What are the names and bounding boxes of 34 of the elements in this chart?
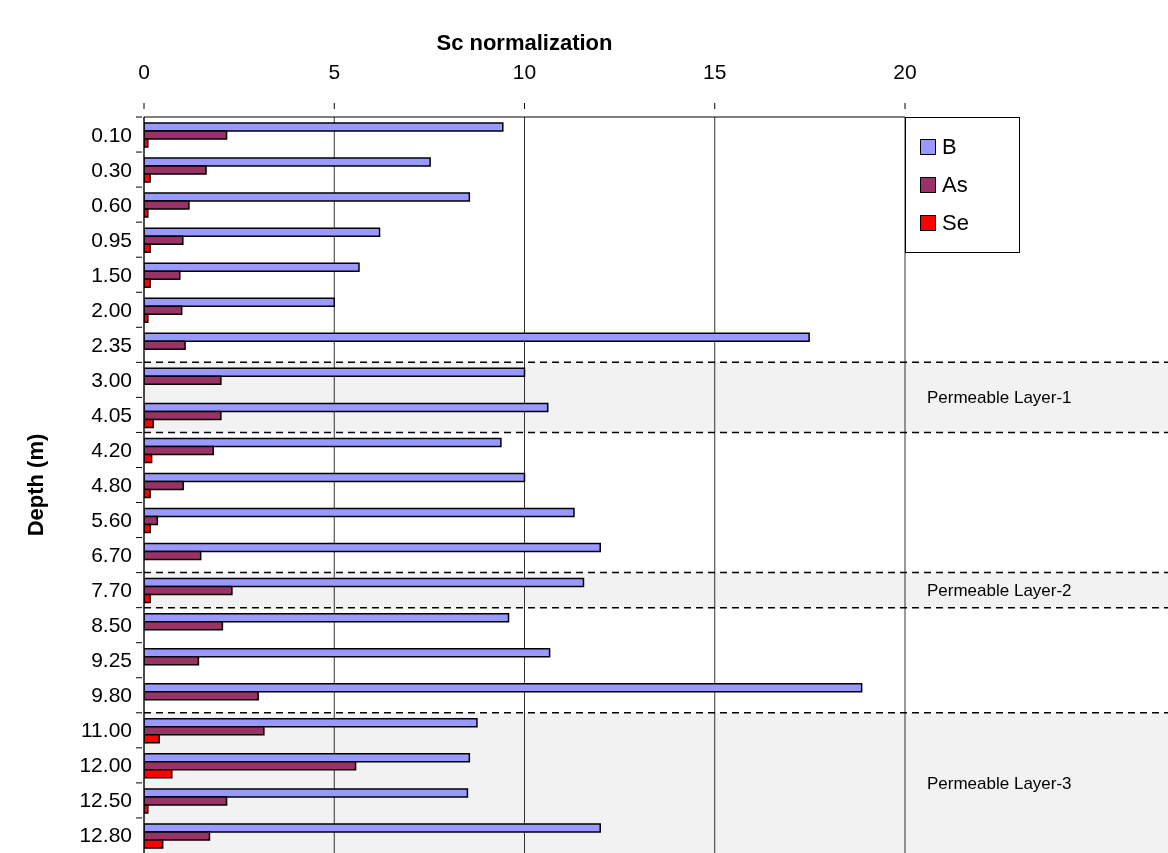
y-tick-label: 11.00 [81,718,132,742]
y-tick-label: 12.80 [79,823,132,847]
y-tick-label: 1.50 [91,262,132,286]
band-label: Permeable Layer-3 [927,773,1072,793]
x-tick-label: 10 [512,60,537,83]
y-tick-label: 4.20 [91,437,132,461]
x-tick-label: 5 [328,60,341,83]
y-tick-label: 5.60 [91,508,132,532]
x-tick-label: 0 [138,60,150,83]
y-tick-label: 4.80 [91,473,132,496]
y-axis-title: Depth (m) [23,433,49,537]
y-tick-label: 2.35 [91,332,132,356]
y-tick-label: 9.25 [91,648,132,672]
x-tick-label: 15 [703,60,727,83]
y-tick-label: 0.10 [91,122,132,146]
y-tick-label: 8.50 [91,613,132,637]
legend-label: Se [942,210,969,236]
band-label: Permeable Layer-1 [927,388,1072,408]
y-tick-label: 4.05 [91,402,132,426]
y-tick-label: 2.00 [91,297,132,321]
legend-label: As [942,172,968,198]
y-tick-label: 0.60 [91,192,132,216]
y-tick-label: 0.30 [91,157,132,181]
y-tick-label: 3.00 [91,367,132,391]
x-tick-label: 20 [893,60,917,83]
y-tick-label: 12.50 [79,788,132,812]
y-tick-label: 0.95 [91,227,132,251]
y-tick-label: 12.00 [79,753,132,777]
band-label: Permeable Layer-2 [927,581,1072,601]
legend-label: B [942,134,957,160]
y-tick-label: 7.70 [91,578,132,602]
x-axis-title: Sc normalization [435,30,614,56]
y-tick-label: 6.70 [91,543,132,567]
y-tick-label: 9.80 [91,683,132,707]
